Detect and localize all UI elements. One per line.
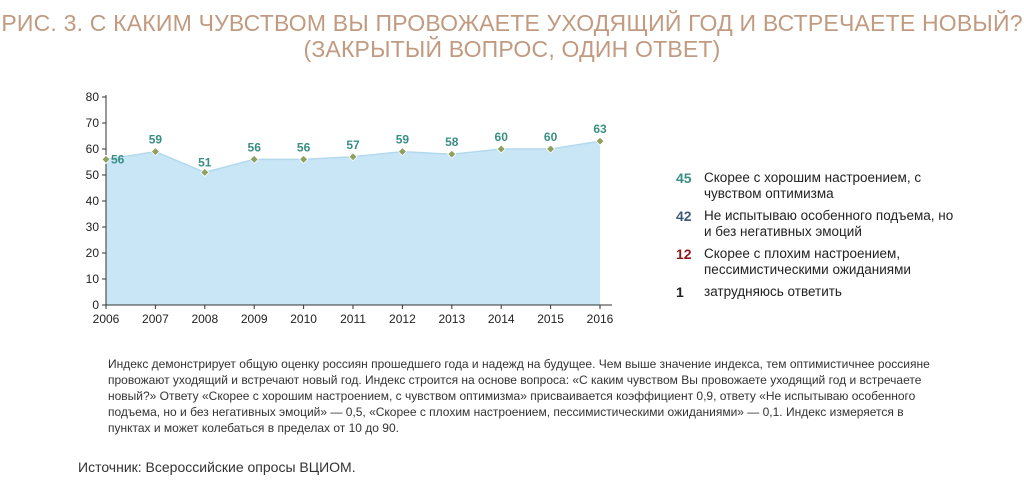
legend-item-neutral: 42 Не испытываю особенного подъема, но и… [676, 208, 1006, 240]
legend-label: Не испытываю особенного подъема, но и бе… [704, 208, 954, 239]
chart-title: РИС. 3. С КАКИМ ЧУВСТВОМ ВЫ ПРОВОЖАЕТЕ У… [1, 10, 1023, 36]
y-tick-label: 60 [86, 142, 100, 156]
y-tick-label: 70 [86, 116, 100, 130]
legend: 45 Скорее с хорошим настроением, с чувст… [676, 170, 1006, 306]
data-label: 60 [544, 130, 558, 144]
x-tick-label: 2008 [191, 312, 218, 326]
legend-value: 42 [676, 208, 692, 224]
data-point [595, 136, 605, 146]
data-point [546, 144, 556, 154]
data-point [200, 167, 210, 177]
y-tick-label: 0 [92, 298, 99, 312]
area-fill [106, 141, 600, 305]
data-label: 56 [248, 140, 262, 154]
legend-label: Скорее с плохим настроением, пессимистич… [704, 246, 911, 277]
y-tick-label: 10 [86, 272, 100, 286]
legend-value: 12 [676, 246, 692, 262]
x-tick-label: 2007 [142, 312, 169, 326]
legend-value: 1 [676, 284, 684, 300]
x-tick-label: 2016 [587, 312, 614, 326]
data-label: 57 [346, 138, 360, 152]
data-label: 56 [297, 140, 311, 154]
data-label: 56 [111, 152, 125, 166]
x-tick-label: 2014 [488, 312, 515, 326]
y-tick-label: 30 [86, 220, 100, 234]
data-label: 59 [396, 133, 410, 147]
y-tick-label: 20 [86, 246, 100, 260]
data-point [101, 154, 111, 164]
data-point [447, 149, 457, 159]
data-label: 58 [445, 135, 459, 149]
legend-label: Скорее с хорошим настроением, с чувством… [704, 170, 922, 201]
legend-item-optimism: 45 Скорее с хорошим настроением, с чувст… [676, 170, 1006, 202]
y-tick-label: 80 [86, 90, 100, 104]
data-point [249, 154, 259, 164]
methodology-note: Индекс демонстрирует общую оценку россия… [108, 357, 930, 435]
x-tick-label: 2015 [537, 312, 564, 326]
data-label: 60 [495, 130, 509, 144]
data-label: 51 [198, 155, 212, 169]
x-tick-label: 2009 [241, 312, 268, 326]
index-chart: 0 10 20 30 40 50 60 70 80 2006 2007 2008 2009 2010 201… [86, 90, 614, 326]
data-label: 59 [149, 133, 163, 147]
x-tick-label: 2011 [340, 312, 366, 326]
data-point [348, 152, 358, 162]
y-tick-label: 40 [86, 194, 100, 208]
legend-item-undecided: 1 затрудняюсь ответить [676, 284, 1006, 300]
x-tick-label: 2006 [93, 312, 120, 326]
data-point [397, 147, 407, 157]
legend-item-pessimism: 12 Скорее с плохим настроением, пессимис… [676, 246, 1006, 278]
x-tick-label: 2012 [389, 312, 416, 326]
y-tick-label: 50 [86, 168, 100, 182]
data-point [299, 154, 309, 164]
source-line: Источник: Всероссийские опросы ВЦИОМ. [78, 459, 356, 475]
x-tick-label: 2010 [290, 312, 317, 326]
data-point [150, 147, 160, 157]
chart-subtitle: (ЗАКРЫТЫЙ ВОПРОС, ОДИН ОТВЕТ) [303, 36, 721, 62]
data-label: 63 [593, 122, 607, 136]
data-point [496, 144, 506, 154]
legend-label: затрудняюсь ответить [704, 284, 842, 299]
x-tick-label: 2013 [438, 312, 465, 326]
legend-value: 45 [676, 170, 692, 186]
